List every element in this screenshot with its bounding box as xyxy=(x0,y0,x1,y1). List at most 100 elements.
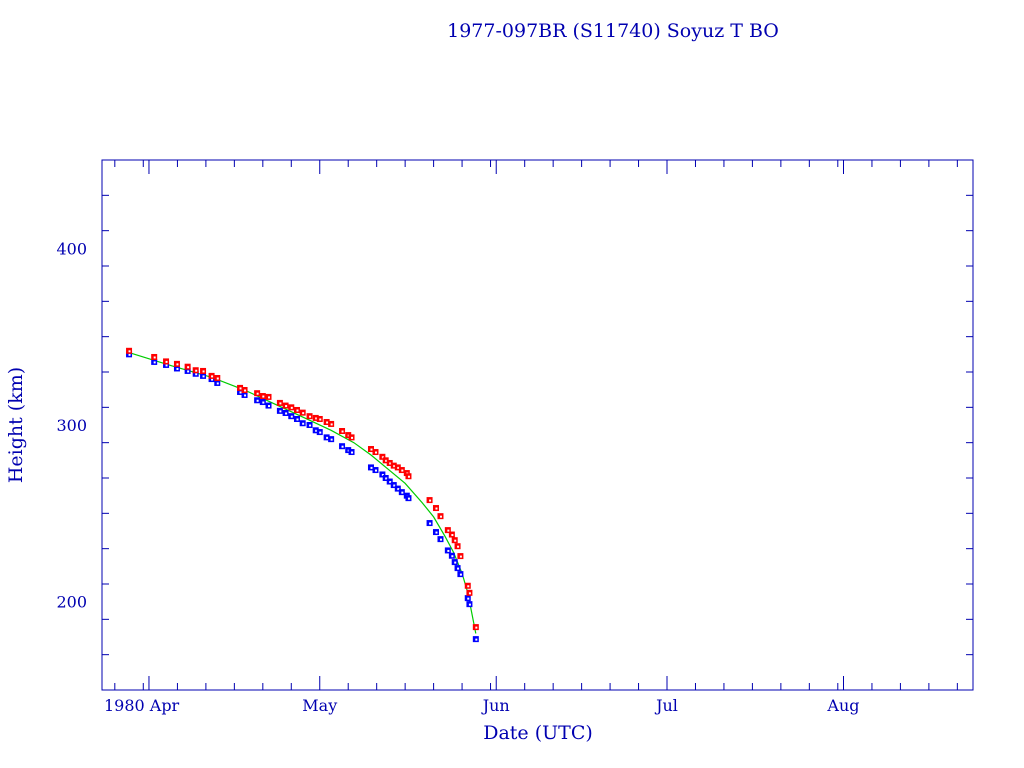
axis-ticks: 200 300 400 1980 Apr May Jun Jul Aug xyxy=(56,160,973,715)
perigee-point xyxy=(472,636,479,643)
apogee-point xyxy=(432,505,439,512)
apogee-point-dot xyxy=(211,375,214,378)
apogee-point xyxy=(214,375,221,382)
apogee-point-dot xyxy=(459,555,462,558)
apogee-point-dot xyxy=(279,402,282,405)
apogee-point-dot xyxy=(268,396,271,399)
perigee-point-dot xyxy=(457,567,460,570)
perigee-point-dot xyxy=(447,549,450,552)
perigee-point-dot xyxy=(290,415,293,418)
perigee-point-dot xyxy=(459,573,462,576)
apogee-point xyxy=(328,420,335,427)
apogee-point xyxy=(241,387,248,394)
apogee-point-dot xyxy=(128,350,131,353)
apogee-point xyxy=(126,347,133,354)
apogee-point xyxy=(306,413,313,420)
apogee-point-dot xyxy=(296,409,299,412)
perigee-point-dot xyxy=(454,561,457,564)
apogee-point-dot xyxy=(309,415,312,418)
apogee-point-dot xyxy=(385,459,388,462)
perigee-point xyxy=(451,559,458,566)
apogee-point-dot xyxy=(319,418,322,421)
apogee-point xyxy=(444,527,451,534)
apogee-point xyxy=(288,404,295,411)
apogee-point xyxy=(282,402,289,409)
perigee-point xyxy=(265,402,272,409)
apogee-point-dot xyxy=(467,585,470,588)
apogee-point-dot xyxy=(370,448,373,451)
perigee-point-dot xyxy=(195,373,198,376)
perigee-point-dot xyxy=(385,477,388,480)
perigee-point xyxy=(444,547,451,554)
perigee-point xyxy=(405,495,412,502)
apogee-point xyxy=(163,358,170,365)
perigee-point-dot xyxy=(393,484,396,487)
perigee-point xyxy=(254,397,261,404)
perigee-point xyxy=(390,482,397,489)
perigee-point-dot xyxy=(309,424,312,427)
perigee-point xyxy=(348,449,355,456)
apogee-point-dot xyxy=(244,389,247,392)
apogee-point xyxy=(348,434,355,441)
apogee-point xyxy=(372,449,379,456)
perigee-point-dot xyxy=(176,367,179,370)
perigee-point-dot xyxy=(128,353,131,356)
apogee-point xyxy=(254,390,261,397)
apogee-point xyxy=(316,415,323,422)
perigee-point-dot xyxy=(435,531,438,534)
apogee-point xyxy=(173,360,180,367)
perigee-point-dot xyxy=(451,555,454,558)
perigee-point xyxy=(398,489,405,496)
perigee-point xyxy=(316,429,323,436)
perigee-point-dot xyxy=(165,364,168,367)
x-tick-label: May xyxy=(302,696,337,715)
perigee-point xyxy=(288,413,295,420)
apogee-point xyxy=(405,473,412,480)
apogee-point xyxy=(464,582,471,589)
perigee-point-dot xyxy=(370,466,373,469)
perigee-point xyxy=(457,571,464,578)
apogee-point xyxy=(339,428,346,435)
perigee-point-dot xyxy=(285,412,288,415)
x-tick-label: Jul xyxy=(654,696,678,715)
apogee-point-dot xyxy=(302,412,305,415)
apogee-point xyxy=(457,553,464,560)
apogee-point-dot xyxy=(216,377,219,380)
perigee-point-dot xyxy=(211,378,214,381)
apogee-point-dot xyxy=(187,366,190,369)
perigee-point xyxy=(151,358,158,365)
apogee-point xyxy=(379,453,386,460)
apogee-point-dot xyxy=(330,423,333,426)
apogee-point-dot xyxy=(351,436,354,439)
plot-frame xyxy=(101,159,974,691)
apogee-point xyxy=(200,367,207,374)
perigee-point xyxy=(299,420,306,427)
apogee-point-dot xyxy=(195,369,198,372)
apogee-point-dot xyxy=(439,515,442,518)
apogee-point xyxy=(276,399,283,406)
apogee-point-dot xyxy=(315,417,318,420)
apogee-point xyxy=(151,353,158,360)
perigee-point-dot xyxy=(202,375,205,378)
perigee-point-dot xyxy=(187,370,190,373)
perigee-point-dot xyxy=(374,469,377,472)
apogee-point xyxy=(367,446,374,453)
apogee-point-dot xyxy=(374,451,377,454)
y-tick-label: 200 xyxy=(56,593,87,612)
apogee-point-dot xyxy=(290,406,293,409)
x-axis-label: Date (UTC) xyxy=(483,722,593,744)
perigee-point xyxy=(259,399,266,406)
apogee-point xyxy=(466,589,473,596)
perigee-point xyxy=(241,391,248,398)
apogee-point-dot xyxy=(176,363,179,366)
perigee-point-dot xyxy=(429,522,432,525)
perigee-point-dot xyxy=(475,638,478,641)
apogee-point xyxy=(448,531,455,538)
apogee-point xyxy=(454,543,461,550)
x-tick-label: Jun xyxy=(481,696,510,715)
apogee-point-dot xyxy=(401,469,404,472)
perigee-point xyxy=(276,407,283,414)
y-tick-label: 300 xyxy=(56,416,87,435)
perigee-point xyxy=(394,485,401,492)
